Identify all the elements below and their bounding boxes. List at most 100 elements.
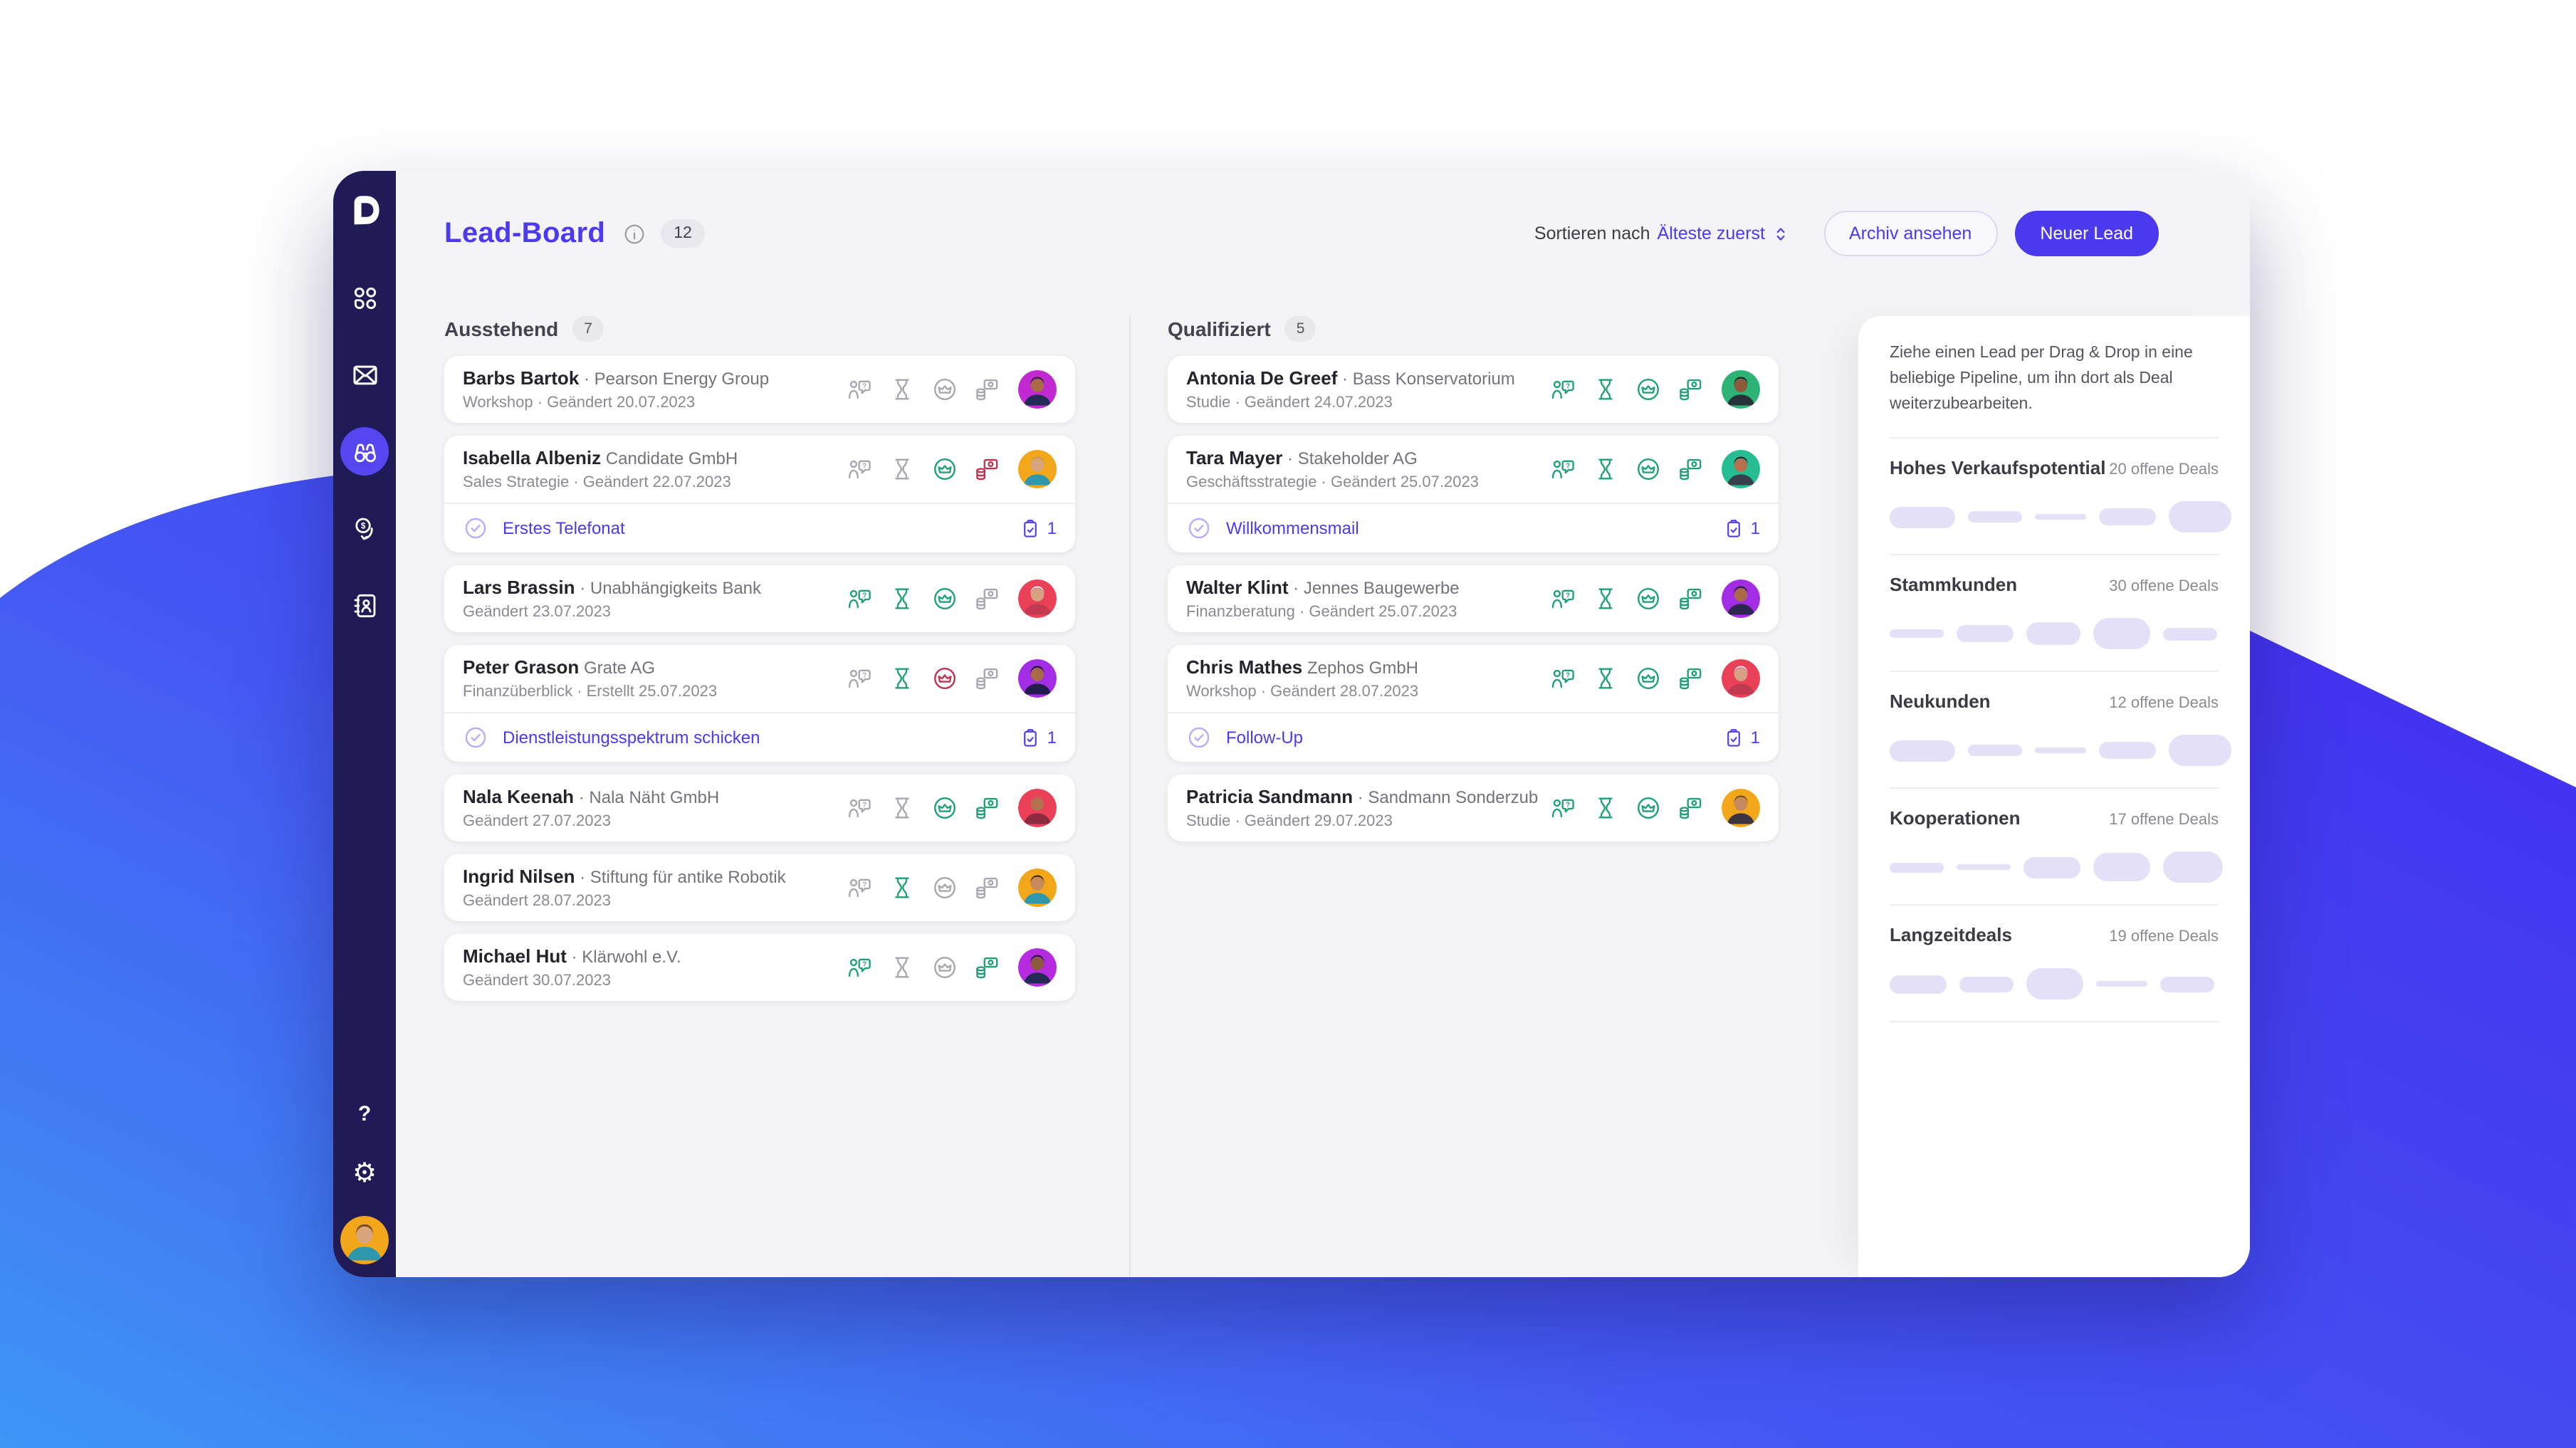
lead-status-icons: [1549, 456, 1705, 483]
pipelines-panel: Ziehe einen Lead per Drag & Drop in eine…: [1858, 316, 2250, 1277]
sidebar: ? ⚙: [333, 171, 396, 1277]
task-clipboard-icon: [1724, 727, 1745, 748]
waiting-hourglass-icon: [889, 794, 916, 822]
lead-name: Michael Hut: [463, 945, 567, 967]
archive-button[interactable]: Archiv ansehen: [1823, 211, 1998, 256]
lead-status-icons: [846, 874, 1001, 901]
column-title: Qualifiziert: [1168, 318, 1271, 340]
lead-column: Qualifiziert 5 Antonia De Greef · Bass K…: [1129, 316, 1779, 1277]
lead-columns: Ausstehend 7 Barbs Bartok · Pearson Ener…: [396, 316, 1779, 1277]
waiting-hourglass-icon: [889, 665, 916, 692]
lead-card-text: Walter Klint · Jennes Baugewerbe Finanzb…: [1186, 577, 1538, 621]
pipeline-open-deals: 12 offene Deals: [2109, 695, 2219, 713]
lead-organization: · Unabhängigkeits Bank: [575, 578, 762, 598]
lead-name: Lars Brassin: [463, 577, 575, 598]
sidebar-item-contacts[interactable]: [340, 581, 389, 629]
lead-task-row[interactable]: Follow-Up 1: [1168, 712, 1779, 762]
task-count: 1: [1750, 728, 1760, 747]
user-avatar[interactable]: [340, 1216, 389, 1264]
pipeline-dropzone[interactable]: Langzeitdeals 19 offene Deals: [1890, 906, 2219, 1023]
column-header: Ausstehend 7: [444, 316, 1075, 342]
lead-meta: Geschäftsstrategie · Geändert 25.07.2023: [1186, 474, 1479, 491]
lead-card[interactable]: Michael Hut · Klärwohl e.V. Geändert 30.…: [444, 934, 1075, 1001]
sidebar-item-deals[interactable]: [340, 504, 389, 552]
task-clipboard-icon: [1724, 518, 1745, 539]
lead-status-icons: [1549, 376, 1705, 403]
lead-card[interactable]: Lars Brassin · Unabhängigkeits Bank Geän…: [444, 565, 1075, 632]
lead-organization: Grate AG: [579, 658, 656, 678]
lead-status-icons: [1549, 794, 1705, 822]
lead-name: Tara Mayer: [1186, 447, 1283, 468]
waiting-hourglass-icon: [889, 874, 916, 901]
grid-icon: [350, 283, 379, 313]
lead-card[interactable]: Ingrid Nilsen · Stiftung für antike Robo…: [444, 854, 1075, 921]
lead-meta: Sales Strategie · Geändert 22.07.2023: [463, 474, 731, 491]
pipeline-skeleton: [1890, 851, 2223, 883]
lead-meta: Workshop · Geändert 20.07.2023: [463, 394, 696, 411]
owner-avatar: [1018, 370, 1057, 409]
lead-card-text: Ingrid Nilsen · Stiftung für antike Robo…: [463, 866, 834, 910]
lead-card-text: Isabella Albeniz Candidate GmbH Sales St…: [463, 447, 834, 491]
skeleton-pill: [2163, 627, 2217, 641]
lead-organization: · Bass Konservatorium: [1337, 369, 1515, 389]
pipeline-dropzone[interactable]: Stammkunden 30 offene Deals: [1890, 556, 2219, 673]
pipeline-open-deals: 30 offene Deals: [2109, 578, 2219, 596]
waiting-hourglass-icon: [889, 456, 916, 483]
lead-organization: Zephos GmbH: [1302, 658, 1419, 678]
sidebar-item-mail[interactable]: [340, 350, 389, 399]
waiting-hourglass-icon: [1592, 794, 1619, 822]
lead-card[interactable]: Patricia Sandmann · Sandmann Sonderzubeh…: [1168, 775, 1779, 841]
lead-card[interactable]: Walter Klint · Jennes Baugewerbe Finanzb…: [1168, 565, 1779, 632]
lead-organization: Candidate GmbH: [601, 448, 738, 468]
settings-gear-icon[interactable]: ⚙: [352, 1159, 377, 1189]
lead-card[interactable]: Barbs Bartok · Pearson Energy Group Work…: [444, 356, 1075, 423]
lead-card-top: Isabella Albeniz Candidate GmbH Sales St…: [444, 436, 1075, 503]
waiting-hourglass-icon: [1592, 585, 1619, 612]
lead-organization: · Sandmann Sonderzubehör: [1357, 787, 1538, 807]
sort-label: Sortieren nach: [1534, 224, 1650, 243]
task-check-icon: [1186, 725, 1212, 750]
organization-crown-icon: [1635, 376, 1662, 403]
lead-qualification-icon: [1549, 376, 1576, 403]
lead-card[interactable]: Tara Mayer · Stakeholder AG Geschäftsstr…: [1168, 436, 1779, 552]
lead-status-icons: [846, 954, 1001, 981]
lead-card[interactable]: Antonia De Greef · Bass Konservatorium S…: [1168, 356, 1779, 423]
lead-task-row[interactable]: Dienstleistungsspektrum schicken 1: [444, 712, 1075, 762]
sidebar-item-leads[interactable]: [340, 427, 389, 476]
lead-task-row[interactable]: Willkommensmail 1: [1168, 503, 1779, 552]
sidebar-item-dashboard[interactable]: [340, 273, 389, 322]
pipeline-dropzone[interactable]: Hohes Verkaufspotential 20 offene Deals: [1890, 439, 2231, 556]
lead-card[interactable]: Isabella Albeniz Candidate GmbH Sales St…: [444, 436, 1075, 552]
pipeline-dropzone[interactable]: Neukunden 12 offene Deals: [1890, 673, 2231, 789]
lead-qualification-icon: [1549, 665, 1576, 692]
lead-qualification-icon: [846, 456, 873, 483]
owner-avatar: [1018, 869, 1057, 907]
skeleton-pill: [2099, 742, 2156, 760]
lead-card[interactable]: Nala Keenah · Nala Näht GmbH Geändert 27…: [444, 775, 1075, 841]
lead-meta: Workshop · Geändert 28.07.2023: [1186, 683, 1419, 701]
lead-card[interactable]: Peter Grason Grate AG Finanzüberblick · …: [444, 645, 1075, 762]
deal-value-icon: [974, 376, 1001, 403]
owner-avatar: [1018, 789, 1057, 827]
lead-task-row[interactable]: Erstes Telefonat 1: [444, 503, 1075, 552]
pipeline-name: Langzeitdeals: [1890, 924, 2012, 946]
lead-card-top: Nala Keenah · Nala Näht GmbH Geändert 27…: [444, 775, 1075, 841]
help-button[interactable]: ?: [357, 1102, 372, 1126]
deal-value-icon: [1677, 794, 1705, 822]
task-clipboard-icon: [1020, 518, 1042, 539]
lead-meta: Geändert 30.07.2023: [463, 972, 611, 990]
column-header: Qualifiziert 5: [1168, 316, 1779, 342]
info-icon[interactable]: [622, 221, 646, 246]
pipeline-dropzone[interactable]: Kooperationen 17 offene Deals: [1890, 789, 2223, 906]
lead-card[interactable]: Chris Mathes Zephos GmbH Workshop · Geän…: [1168, 645, 1779, 762]
skeleton-pill: [2023, 856, 2080, 878]
new-lead-button[interactable]: Neuer Lead: [2014, 211, 2159, 256]
lead-qualification-icon: [1549, 456, 1576, 483]
task-check-icon: [463, 725, 488, 750]
lead-organization: · Stakeholder AG: [1282, 448, 1418, 468]
lead-card-top: Walter Klint · Jennes Baugewerbe Finanzb…: [1168, 565, 1779, 632]
sort-select[interactable]: Älteste zuerst: [1658, 224, 1789, 243]
lead-card-top: Lars Brassin · Unabhängigkeits Bank Geän…: [444, 565, 1075, 632]
pipedrive-logo-icon: [347, 192, 382, 228]
owner-avatar: [1722, 579, 1760, 618]
